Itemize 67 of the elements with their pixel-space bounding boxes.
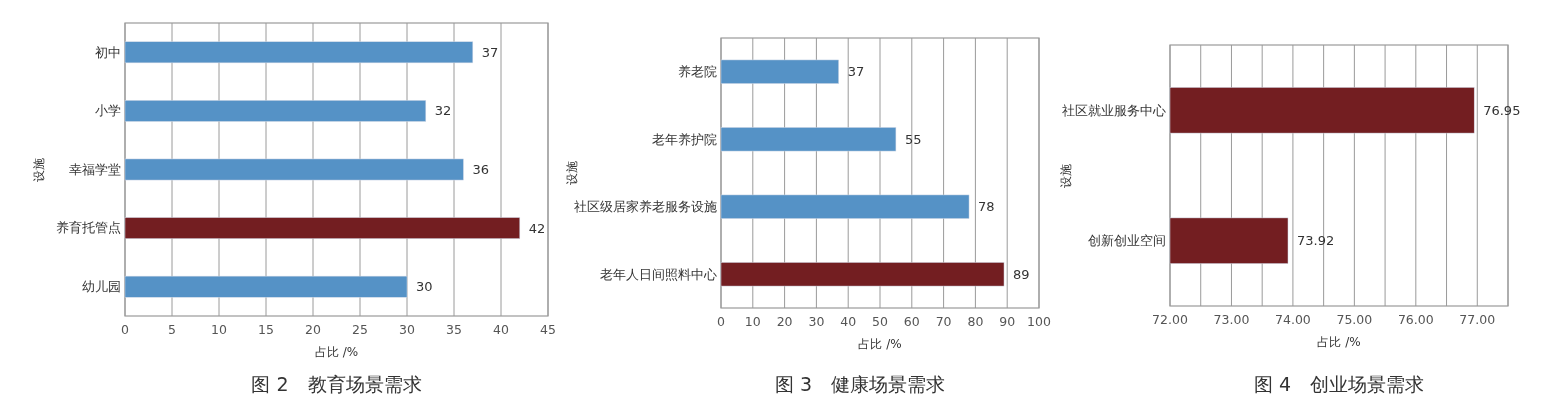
y-tick-label: 幸福学堂 <box>69 161 121 177</box>
x-tick-label: 30 <box>399 322 415 337</box>
data-label: 37 <box>481 44 499 60</box>
x-tick-label: 80 <box>967 314 984 329</box>
x-tick-label: 35 <box>446 322 462 337</box>
data-label: 42 <box>528 220 546 236</box>
bar <box>720 262 1005 287</box>
y-tick-label: 创新创业空间 <box>1088 233 1166 249</box>
data-label: 30 <box>416 279 433 295</box>
x-tick-label: 0 <box>121 322 130 337</box>
x-tick-label: 30 <box>808 314 825 329</box>
y-axis-title: 设施 <box>32 157 46 182</box>
x-tick-label: 74.00 <box>1275 312 1311 327</box>
x-tick-label: 5 <box>168 322 176 337</box>
x-tick-label: 70 <box>935 314 952 329</box>
data-label: 78 <box>978 199 995 215</box>
data-label: 76.95 <box>1483 102 1521 118</box>
x-tick-label: 100 <box>1027 314 1051 329</box>
data-label: 89 <box>1013 266 1030 282</box>
data-label: 55 <box>904 131 922 147</box>
y-tick-label: 社区就业服务中心 <box>1062 102 1166 118</box>
y-axis-title: 设施 <box>565 161 579 185</box>
data-label: 37 <box>847 64 865 80</box>
bar <box>124 158 464 181</box>
data-label: 32 <box>434 103 452 119</box>
x-tick-label: 40 <box>840 314 857 329</box>
bar <box>124 41 474 64</box>
text: 图 2 教育场景需求 <box>251 373 422 395</box>
text: 图 4 创业场景需求 <box>1253 373 1425 395</box>
x-tick-label: 50 <box>872 314 888 329</box>
x-tick-label: 20 <box>776 314 793 329</box>
bar <box>124 217 521 239</box>
x-axis-title: 占比 /% <box>858 337 902 351</box>
y-tick-label: 养老院 <box>678 64 717 80</box>
x-axis-title: 占比 /% <box>1317 335 1361 349</box>
x-tick-label: 60 <box>903 314 920 329</box>
y-tick-label: 社区级居家养老服务设施 <box>574 199 717 215</box>
bar <box>124 100 427 122</box>
x-tick-label: 76.00 <box>1397 312 1434 327</box>
x-tick-label: 77.00 <box>1459 312 1496 327</box>
y-tick-label: 老年人日间照料中心 <box>600 266 717 282</box>
bar <box>720 194 970 219</box>
x-tick-label: 0 <box>717 314 726 329</box>
data-label: 73.92 <box>1296 233 1335 249</box>
x-tick-label: 40 <box>493 322 509 337</box>
x-tick-label: 75.00 <box>1336 312 1373 327</box>
y-tick-label: 老年养护院 <box>652 131 717 147</box>
x-tick-label: 15 <box>258 322 274 337</box>
x-tick-label: 10 <box>744 314 761 329</box>
y-tick-label: 初中 <box>95 44 121 60</box>
x-axis-title: 占比 /% <box>314 345 359 359</box>
x-tick-label: 73.00 <box>1213 312 1250 327</box>
x-tick-label: 45 <box>540 322 556 337</box>
x-tick-label: 72.00 <box>1152 312 1188 327</box>
x-tick-label: 20 <box>305 322 321 337</box>
text: 图 3 健康场景需求 <box>774 373 946 395</box>
data-label: 36 <box>472 162 489 178</box>
y-tick-label: 幼儿园 <box>82 279 121 295</box>
x-tick-label: 90 <box>999 314 1016 329</box>
x-tick-label: 25 <box>352 322 368 337</box>
y-axis-title: 设施 <box>1059 163 1073 188</box>
bar <box>720 59 839 84</box>
bar <box>720 127 897 152</box>
y-tick-label: 养育托管点 <box>56 220 121 236</box>
y-tick-label: 小学 <box>95 103 121 119</box>
bar <box>124 275 408 298</box>
x-tick-label: 10 <box>211 322 227 337</box>
